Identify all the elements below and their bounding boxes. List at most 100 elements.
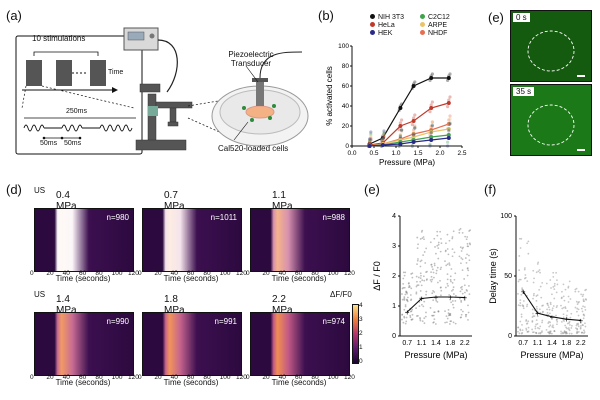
cell-point (405, 320, 408, 323)
cell-point (574, 288, 577, 291)
data-point (446, 76, 451, 80)
micrograph-0s-texture (527, 30, 585, 77)
replicate-point (381, 137, 385, 141)
heatmap-x-tick-label: 0 (246, 270, 250, 277)
cell-point (410, 287, 413, 290)
replicate-point (369, 137, 373, 141)
cell-point (524, 274, 527, 276)
cell-point (425, 293, 427, 296)
cell-point (430, 271, 432, 274)
replicate-point (413, 113, 417, 117)
cell-point (461, 292, 464, 295)
cell-point (449, 298, 452, 301)
data-point (398, 106, 403, 110)
cell-point (533, 292, 535, 295)
replicate-point (429, 131, 433, 135)
cell-point (423, 317, 426, 320)
cell-point (447, 284, 449, 287)
cell-point (419, 238, 422, 240)
cell-point (431, 265, 433, 268)
heatmap-plot: n=990 (34, 312, 134, 376)
cell-point (583, 306, 586, 308)
cell-point (409, 316, 412, 319)
heatmap-xlabel: Time (seconds) (271, 274, 327, 283)
replicate-point (368, 140, 372, 144)
cell-point (468, 242, 471, 245)
heatmap-pressure: 1.1 MPa (272, 190, 293, 212)
replicate-point (429, 129, 433, 133)
cell-point (551, 325, 554, 328)
cell-point (458, 229, 461, 231)
cell-point (444, 249, 447, 252)
cell-point (464, 291, 466, 294)
cell-point (416, 247, 419, 250)
y-axis-label: ΔF / F0 (372, 261, 382, 291)
cell-point (421, 237, 424, 240)
duration-250: 250ms (66, 108, 88, 115)
replicate-point (400, 128, 404, 132)
cell-point (432, 299, 435, 302)
cell-point (535, 299, 538, 302)
cell-point (450, 301, 453, 304)
cell-point (556, 283, 559, 286)
heatmap-plot: n=988 (250, 208, 350, 272)
cell-point (548, 312, 551, 315)
heatmap-n: n=974 (322, 317, 345, 326)
cell-point (436, 266, 439, 269)
heatmap-plot: n=980 (34, 208, 134, 272)
cell-point (436, 230, 439, 233)
cell-point (522, 307, 525, 310)
cell-point (531, 316, 534, 319)
legend-label: NIH 3T3 (378, 14, 405, 21)
replicate-point (381, 134, 385, 138)
cell-point (415, 292, 418, 295)
cell-point (417, 276, 420, 279)
heatmap-x-tick-label: 60 (79, 270, 87, 277)
cell-point (545, 282, 548, 285)
cell-point (538, 327, 541, 330)
cell-point (552, 324, 554, 327)
delay-scatter-chart: 0 50 100 0.7 1.1 1.4 1.8 2.2 + + + + + Pressure (MPa)… (488, 213, 588, 360)
cell-point (401, 313, 404, 316)
data-point (398, 124, 403, 128)
replicate-point (448, 114, 452, 118)
cell-point (569, 316, 572, 319)
cell-point (466, 274, 469, 277)
heatmap-n: n=988 (322, 213, 345, 222)
cell-point (581, 310, 584, 313)
cell-point (568, 320, 571, 323)
cell-point (425, 311, 427, 314)
cell-point (560, 332, 563, 335)
cell-point (568, 332, 571, 335)
cell-point (581, 331, 584, 334)
cell-point (536, 323, 539, 325)
replicate-point (412, 128, 416, 132)
cell-point (433, 318, 436, 321)
cell-point (534, 325, 537, 328)
cell-point (422, 236, 425, 238)
cell-point (580, 325, 582, 327)
cell-point (435, 252, 437, 255)
cell-point (433, 237, 436, 240)
cell-point (419, 318, 422, 320)
cell-point (404, 322, 407, 325)
heatmap-pressure: 2.2 MPa (272, 294, 293, 316)
cell-point (450, 320, 453, 323)
cell-point (423, 238, 425, 241)
replicate-point (381, 138, 385, 142)
cell-point (460, 301, 463, 303)
cell-point (539, 331, 542, 334)
panel-label-e-plot: (e) (364, 182, 380, 197)
cell-point (556, 279, 558, 282)
cell-point (421, 320, 424, 323)
replicate-point (381, 138, 385, 142)
cell-point (549, 321, 552, 324)
heatmap-plot: n=991 (142, 312, 242, 376)
cell-point (521, 287, 524, 290)
cell-point (421, 303, 423, 306)
cell-point (520, 332, 523, 335)
cell-point (415, 291, 418, 294)
x-tick-label: 2.2 (576, 340, 586, 347)
cell-point (549, 301, 552, 304)
cell-point (531, 328, 534, 331)
